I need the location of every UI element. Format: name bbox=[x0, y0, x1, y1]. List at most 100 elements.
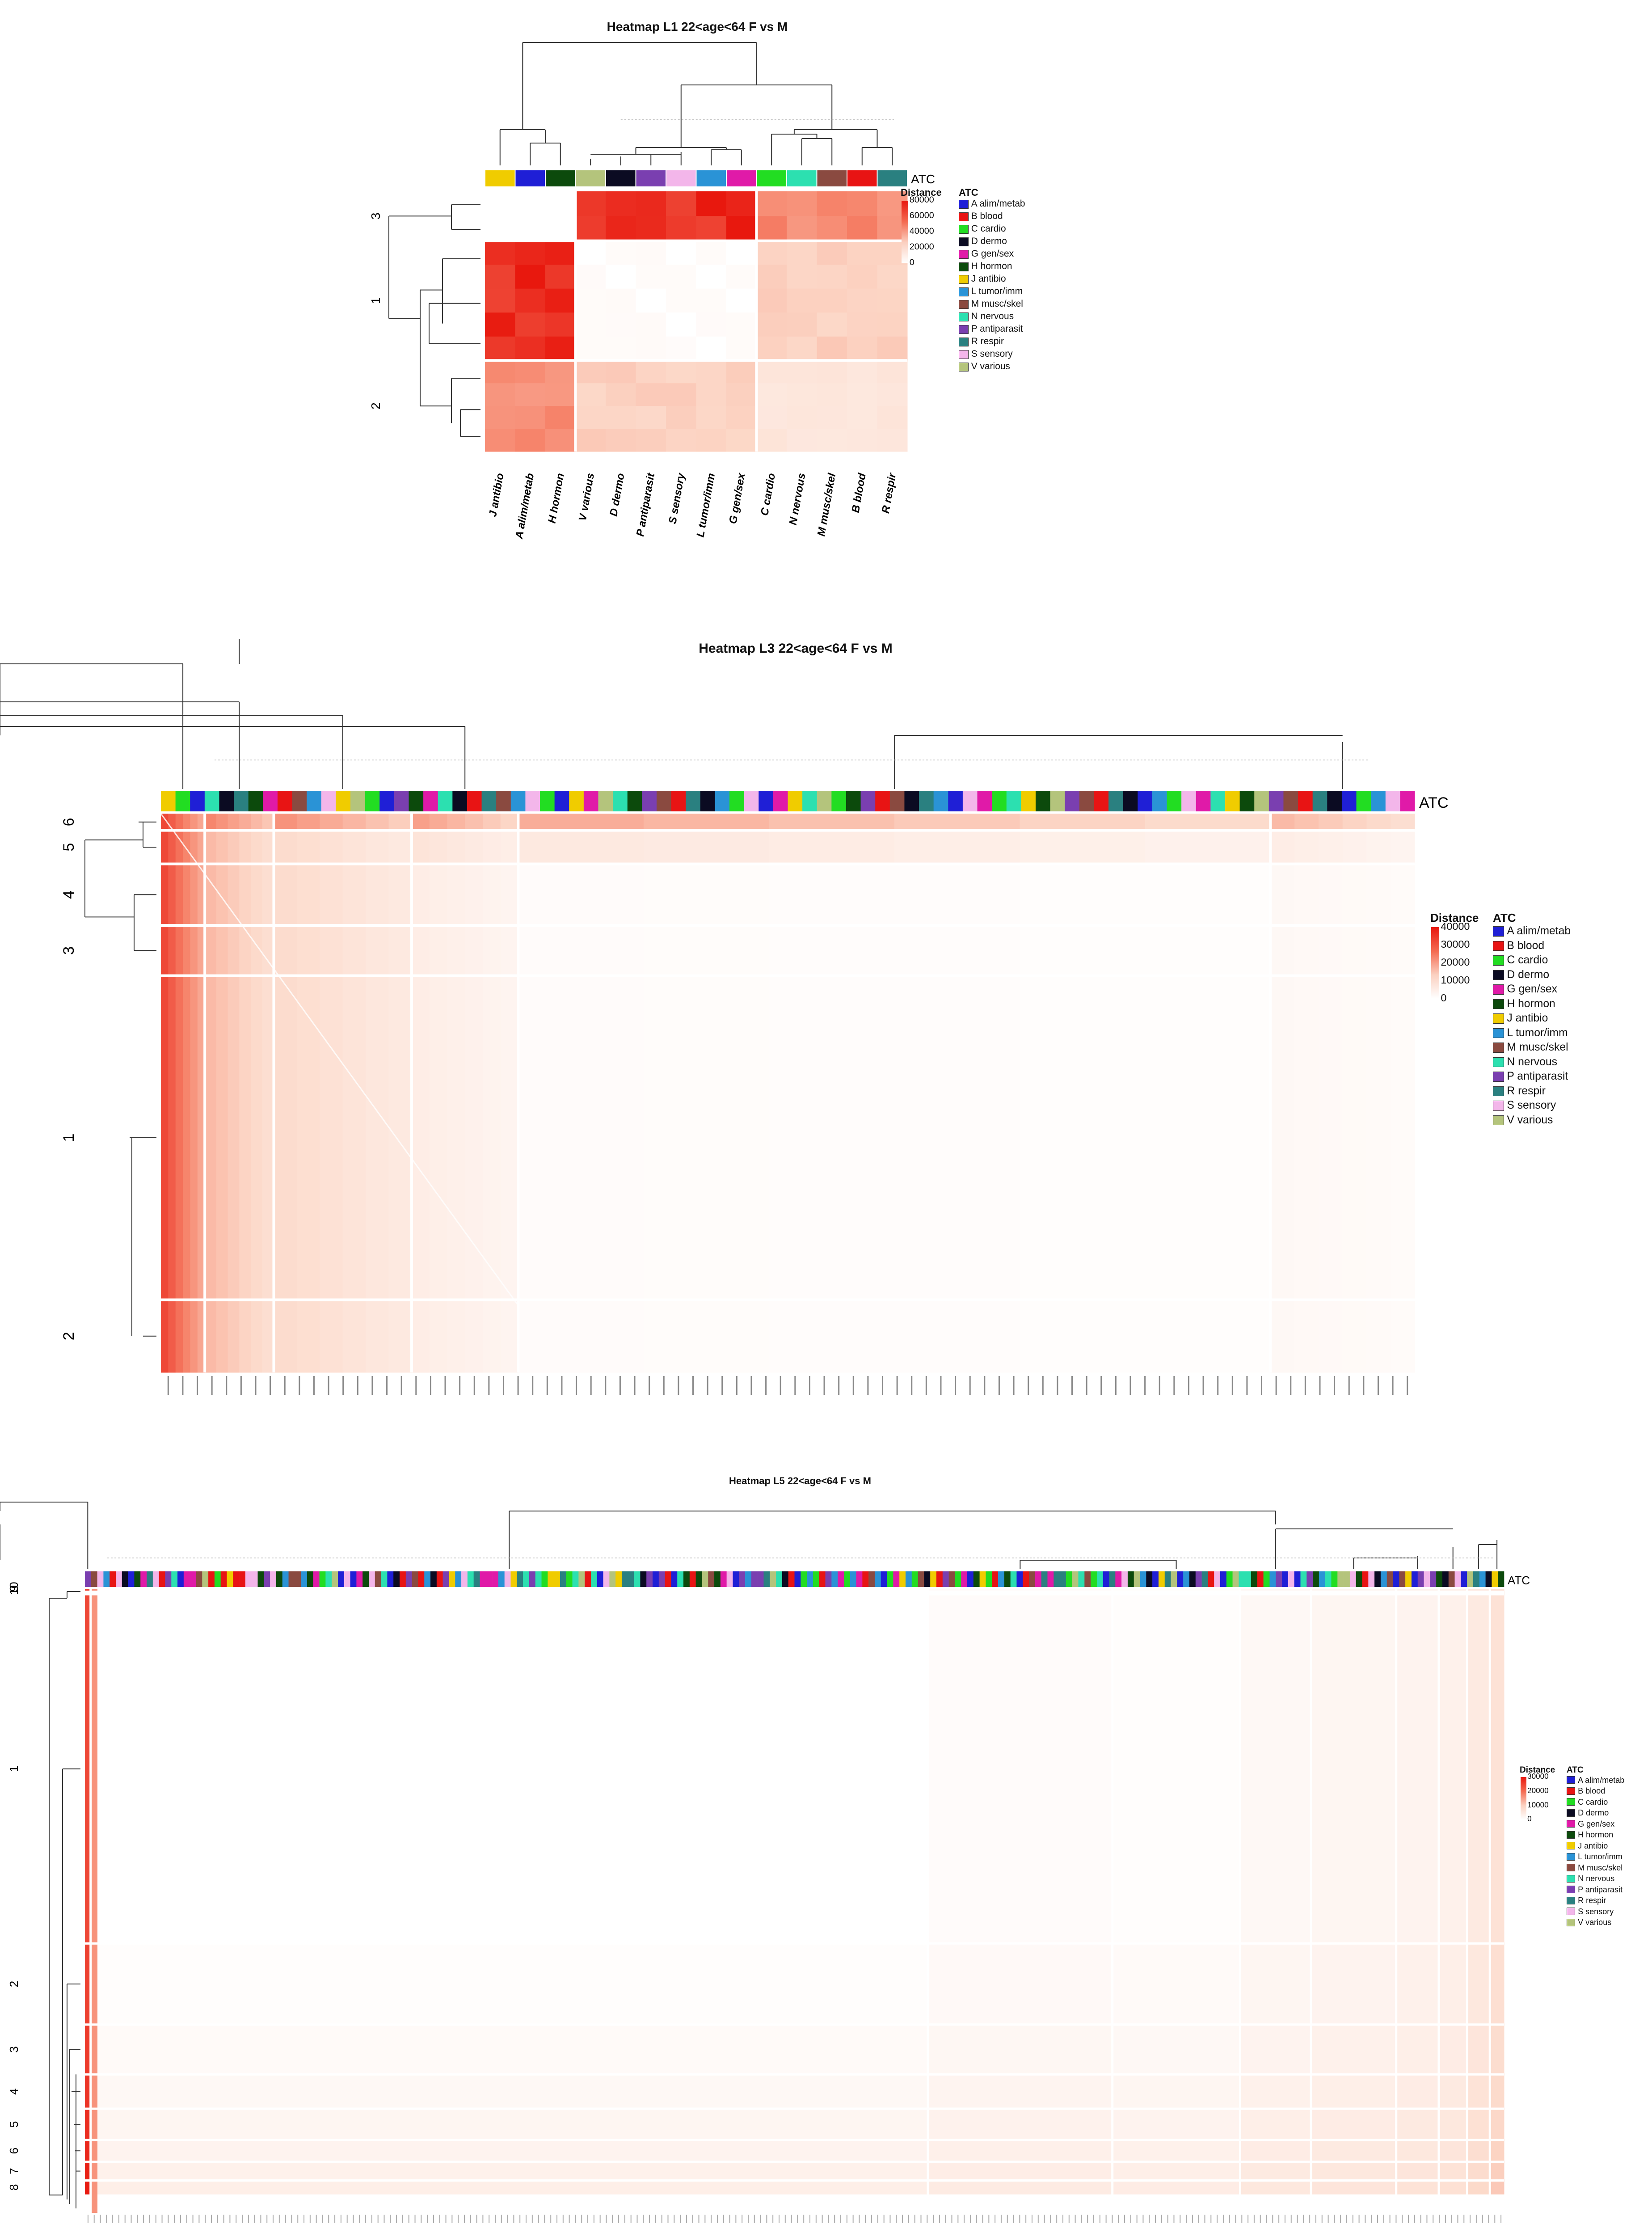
atc-legend-swatch bbox=[959, 350, 969, 359]
atc-annotation-cell bbox=[856, 1571, 863, 1587]
atc-annotation-cell bbox=[1454, 1571, 1461, 1587]
atc-annotation-cell bbox=[566, 1571, 573, 1587]
atc-annotation-cell bbox=[1371, 791, 1386, 811]
atc-annotation-cell bbox=[578, 1571, 585, 1587]
heatmap-cell bbox=[1311, 1594, 1397, 1944]
heatmap-cell bbox=[1145, 925, 1271, 976]
heatmap-cell bbox=[1366, 830, 1391, 864]
atc-annotation-cell bbox=[875, 791, 890, 811]
heatmap-cell bbox=[636, 312, 666, 337]
atc-legend-swatch bbox=[1493, 926, 1504, 937]
heatmap-cell bbox=[545, 406, 576, 429]
atc-annotation-cell bbox=[899, 1571, 906, 1587]
atc-legend-swatch bbox=[959, 250, 969, 259]
atc-annotation-cell bbox=[615, 1571, 622, 1587]
heatmap-cell bbox=[769, 925, 895, 976]
heatmap-cell bbox=[606, 383, 636, 406]
row-cluster-label: 5 bbox=[7, 2121, 21, 2127]
atc-annotation-cell bbox=[190, 791, 205, 811]
heatmap-cell bbox=[787, 336, 817, 361]
atc-annotation-cell bbox=[177, 1571, 184, 1587]
atc-annotation-cell bbox=[517, 1571, 523, 1587]
heatmap-cell bbox=[518, 1300, 644, 1373]
heatmap-cell bbox=[85, 1594, 91, 1944]
atc-legend-item: C cardio bbox=[1567, 1798, 1608, 1806]
heatmap-cell bbox=[251, 830, 263, 864]
heatmap-cell bbox=[666, 336, 696, 361]
atc-legend-swatch bbox=[959, 338, 969, 346]
heatmap-cell bbox=[1112, 2074, 1240, 2109]
heatmap-cell bbox=[90, 2074, 928, 2109]
heatmap-cell bbox=[320, 864, 343, 926]
atc-annotation-cell bbox=[817, 791, 832, 811]
heatmap-cell bbox=[1294, 830, 1319, 864]
atc-annotation-cell bbox=[1467, 1571, 1474, 1587]
atc-annotation-cell bbox=[498, 1571, 505, 1587]
heatmap-cell bbox=[1342, 925, 1367, 976]
atc-annotation-cell bbox=[635, 169, 666, 187]
atc-annotation-cell bbox=[301, 1571, 308, 1587]
heatmap-cell bbox=[205, 1300, 217, 1373]
atc-annotation-cell bbox=[239, 1571, 246, 1587]
atc-annotation-cell bbox=[1232, 1571, 1239, 1587]
atc-annotation-cell bbox=[473, 1571, 480, 1587]
atc-legend-label: V various bbox=[1578, 1918, 1612, 1927]
heatmap-cell bbox=[342, 864, 366, 926]
heatmap-cell bbox=[366, 975, 389, 1300]
atc-annotation-cell bbox=[103, 1571, 110, 1587]
heatmap-cell bbox=[847, 383, 877, 406]
heatmap-cell bbox=[927, 1943, 1113, 2025]
heatmap-cell bbox=[197, 864, 205, 926]
heatmap-cell bbox=[726, 216, 757, 241]
heatmap-cell bbox=[1311, 2074, 1397, 2109]
heatmap-cell bbox=[1391, 864, 1415, 926]
atc-annotation-cell bbox=[838, 1571, 844, 1587]
heatmap-cell bbox=[1270, 975, 1295, 1300]
atc-legend-item: N nervous bbox=[1493, 1056, 1557, 1068]
heatmap-cell bbox=[1112, 1591, 1240, 1595]
atc-annotation-cell bbox=[881, 1571, 887, 1587]
atc-annotation-label: ATC bbox=[911, 172, 935, 186]
atc-legend-swatch bbox=[1567, 1809, 1576, 1817]
heatmap-cell bbox=[1311, 1591, 1397, 1595]
heatmap-cell bbox=[1438, 2161, 1467, 2181]
atc-annotation-cell bbox=[480, 1571, 486, 1587]
atc-annotation-cell bbox=[282, 1571, 289, 1587]
atc-annotation-cell bbox=[481, 791, 497, 811]
heatmap-cell bbox=[482, 864, 501, 926]
heatmap-cell bbox=[388, 814, 412, 831]
heatmap-cell bbox=[756, 336, 787, 361]
heatmap-cell bbox=[927, 1594, 1113, 1944]
atc-annotation-cell bbox=[1257, 1571, 1264, 1587]
atc-annotation-cell bbox=[585, 1571, 591, 1587]
heatmap-cell bbox=[1467, 1594, 1490, 1944]
atc-annotation-cell bbox=[548, 1571, 554, 1587]
heatmap-cell bbox=[769, 864, 895, 926]
atc-legend-swatch bbox=[1493, 1101, 1504, 1111]
heatmap-cell bbox=[1112, 2180, 1240, 2195]
distance-tick-label: 0 bbox=[1527, 1815, 1532, 1824]
heatmap-cell bbox=[877, 406, 908, 429]
atc-annotation-cell bbox=[715, 791, 730, 811]
atc-annotation-cell bbox=[1294, 1571, 1301, 1587]
heatmap-cell bbox=[485, 216, 515, 241]
atc-annotation-cell bbox=[97, 1571, 104, 1587]
atc-annotation-cell bbox=[948, 791, 963, 811]
heatmap-cell bbox=[216, 925, 228, 976]
atc-legend-label: J antibio bbox=[1578, 1841, 1608, 1850]
heatmap-cell bbox=[320, 830, 343, 864]
heatmap-cell bbox=[296, 814, 320, 831]
atc-annotation-cell bbox=[496, 791, 511, 811]
row-cluster-label: 4 bbox=[60, 891, 77, 899]
heatmap-cell bbox=[274, 975, 297, 1300]
atc-annotation-cell bbox=[467, 791, 482, 811]
heatmap-cell bbox=[515, 265, 546, 289]
atc-annotation-cell bbox=[889, 791, 905, 811]
distance-tick-label: 0 bbox=[909, 257, 914, 267]
heatmap-cell bbox=[847, 312, 877, 337]
heatmap-cell bbox=[636, 191, 666, 216]
heatmap-cell bbox=[1318, 1300, 1343, 1373]
heatmap-cell bbox=[756, 429, 787, 452]
heatmap-cell bbox=[877, 312, 908, 337]
heatmap-cell bbox=[1438, 2024, 1467, 2075]
